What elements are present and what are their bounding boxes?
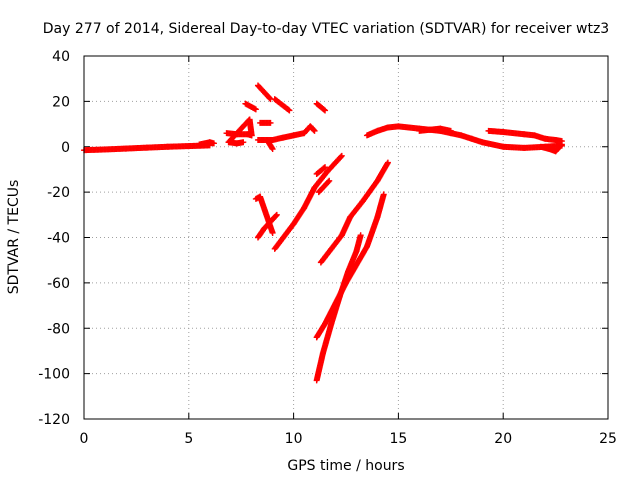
y-tick-label: 20	[52, 94, 70, 110]
data-point	[338, 153, 345, 160]
data-point	[558, 141, 565, 148]
data-point	[321, 164, 328, 171]
x-tick-label: 20	[494, 431, 512, 447]
y-tick-label: -80	[47, 321, 70, 337]
data-point	[252, 106, 259, 113]
x-tick-label: 5	[184, 431, 193, 447]
data-point	[326, 177, 333, 184]
data-point	[558, 142, 565, 149]
x-tick-label: 25	[599, 431, 617, 447]
y-axis-label: SDTVAR / TECUs	[6, 180, 22, 295]
y-tick-label: -20	[47, 185, 70, 201]
chart-title: Day 277 of 2014, Sidereal Day-to-day VTE…	[43, 21, 609, 37]
data-point	[357, 232, 364, 239]
y-tick-label: -40	[47, 231, 70, 247]
data-point	[269, 146, 276, 153]
data-point	[286, 107, 293, 114]
y-tick-label: -120	[38, 412, 70, 428]
data-point	[322, 107, 329, 114]
data-point	[447, 127, 454, 134]
data-point	[338, 152, 345, 159]
data-point	[325, 178, 332, 185]
y-tick-label: 0	[61, 140, 70, 156]
grid	[84, 56, 608, 419]
data-point	[266, 95, 273, 102]
data-point	[267, 119, 274, 126]
y-tick-label: -100	[38, 367, 70, 383]
x-axis-label: GPS time / hours	[287, 458, 404, 474]
data-point	[273, 211, 280, 218]
data-point	[285, 106, 292, 113]
x-tick-label: 0	[80, 431, 89, 447]
data-point	[322, 164, 329, 171]
x-tick-label: 15	[389, 431, 407, 447]
data-point	[384, 159, 391, 166]
data-point	[380, 191, 387, 198]
data-point	[210, 140, 217, 147]
data-point	[311, 127, 318, 134]
y-tick-label: 40	[52, 49, 70, 65]
data-point	[269, 229, 276, 236]
data-point	[240, 139, 247, 146]
data-point	[321, 106, 328, 113]
data-points	[81, 82, 565, 384]
y-tick-label: -60	[47, 276, 70, 292]
plot-frame	[83, 55, 609, 420]
x-tick-label: 10	[285, 431, 303, 447]
axis-ticks: 0 5 10 15 20 25 40 20 0 -20 -40 -60 -80 -100 -120	[38, 49, 617, 447]
